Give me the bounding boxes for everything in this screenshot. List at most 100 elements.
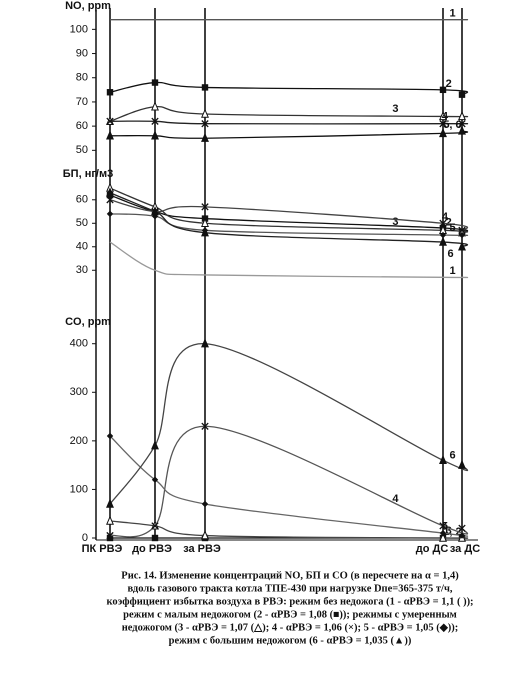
marker <box>458 110 466 121</box>
marker <box>151 79 159 86</box>
y-tick-label: 40 <box>76 241 88 253</box>
marker <box>106 117 114 125</box>
series-line <box>109 241 469 279</box>
y-tick-label: 50 <box>76 144 88 156</box>
y-axis-label: БП, нг/м3 <box>63 168 113 180</box>
y-axis-label: NO, ppm <box>65 0 111 12</box>
marker <box>106 89 114 96</box>
marker <box>201 530 209 540</box>
caption-line: Рис. 14. Изменение концентраций NO, БП и… <box>121 570 459 581</box>
marker <box>439 86 447 94</box>
y-tick-label: 0 <box>82 532 88 544</box>
y-tick-label: 60 <box>76 194 88 206</box>
marker <box>458 91 466 98</box>
series-label: 6 <box>448 248 454 260</box>
series-label: 5 <box>442 520 448 532</box>
y-tick-label: 300 <box>70 386 88 398</box>
marker <box>458 226 466 234</box>
marker <box>201 422 209 430</box>
series-line <box>109 435 469 537</box>
y-tick-label: 400 <box>70 338 88 350</box>
marker <box>458 125 466 135</box>
marker <box>106 498 114 508</box>
series-label: 3 <box>446 525 452 537</box>
y-tick-label: 60 <box>76 120 88 132</box>
series-label: 4 <box>392 493 399 505</box>
marker <box>106 531 114 540</box>
series-label: 2 <box>446 216 452 228</box>
marker <box>439 219 447 227</box>
marker <box>458 524 466 532</box>
y-tick-label: 100 <box>70 23 88 35</box>
series-label: 3 <box>392 103 398 115</box>
marker <box>106 187 114 197</box>
caption-line: режим с малым недожогом (2 - αРВЭ = 1,08… <box>123 609 457 620</box>
marker <box>439 231 447 239</box>
y-tick-label: 50 <box>76 217 88 229</box>
marker <box>151 440 159 450</box>
caption-line: режим с большим недожогом (6 - αРВЭ = 1,… <box>169 635 412 646</box>
series-line <box>109 425 469 538</box>
marker <box>439 532 447 542</box>
marker <box>458 241 466 251</box>
y-tick-label: 80 <box>76 72 88 84</box>
y-axis-label: CO, ppm <box>65 316 111 328</box>
caption-line: вдоль газового тракта котла ТПЕ-430 при … <box>127 583 452 594</box>
series-label: 5, 6 <box>443 119 461 131</box>
series-line <box>109 120 469 125</box>
x-tick-label: ПК РВЭ <box>82 543 123 555</box>
caption-line: коэффициент избытка воздуха в РВЭ: режим… <box>106 596 473 607</box>
marker <box>439 110 447 121</box>
marker <box>106 196 114 204</box>
marker <box>151 522 159 530</box>
marker <box>458 231 466 239</box>
marker <box>201 132 209 142</box>
marker <box>201 203 209 211</box>
y-tick-label: 90 <box>76 47 88 59</box>
marker <box>151 117 159 125</box>
marker <box>201 108 209 118</box>
series-line <box>109 199 469 231</box>
marker <box>439 120 447 128</box>
marker <box>458 120 466 128</box>
y-tick-label: 100 <box>70 483 88 495</box>
y-tick-label: 30 <box>76 264 88 276</box>
marker <box>201 217 209 227</box>
marker <box>151 476 159 483</box>
y-tick-label: 70 <box>76 96 88 108</box>
marker <box>106 432 114 440</box>
series-line <box>109 192 469 248</box>
x-tick-label: за РВЭ <box>183 543 221 555</box>
x-tick-label: за ДС <box>450 543 480 555</box>
marker <box>439 454 447 464</box>
marker <box>201 227 209 237</box>
marker <box>439 236 447 246</box>
series-line <box>109 343 469 505</box>
marker <box>151 101 159 111</box>
marker <box>439 127 447 138</box>
marker <box>106 130 114 140</box>
series-line <box>109 187 469 234</box>
marker <box>151 130 159 140</box>
series-line <box>109 81 469 96</box>
series-line <box>109 130 469 139</box>
marker <box>151 534 159 542</box>
marker <box>201 500 209 508</box>
series-label: 6 <box>449 450 455 462</box>
series-label: 4 <box>442 111 449 123</box>
series-label: 1 <box>449 8 455 20</box>
marker <box>458 532 466 539</box>
marker <box>458 459 466 469</box>
marker <box>439 529 447 537</box>
marker <box>106 515 114 525</box>
marker <box>106 534 114 542</box>
x-tick-label: до ДС <box>416 543 449 555</box>
marker <box>106 210 114 218</box>
series-label: 3 <box>392 216 398 228</box>
series-line <box>109 106 469 122</box>
marker <box>439 522 447 530</box>
marker <box>201 338 209 348</box>
marker <box>151 206 159 216</box>
marker <box>201 84 209 91</box>
